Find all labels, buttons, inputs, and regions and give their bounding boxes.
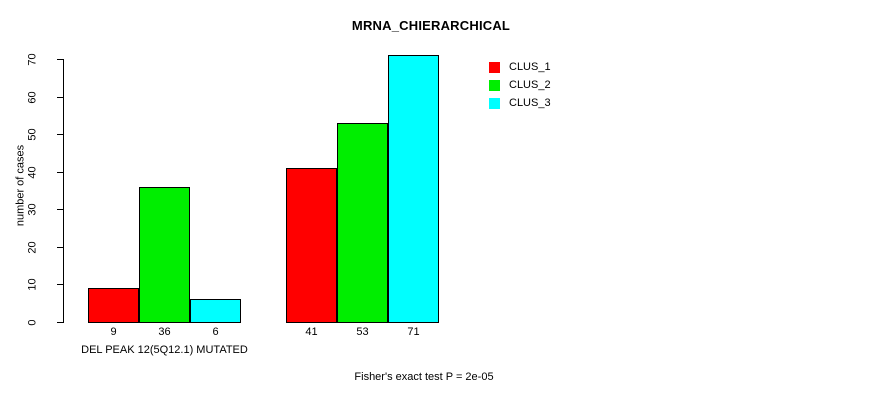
legend-swatch-icon	[489, 61, 500, 73]
y-tick-mark	[57, 322, 63, 323]
y-axis-title: number of cases	[14, 144, 27, 227]
y-tick-label: 60	[26, 90, 39, 104]
legend: CLUS_1 CLUS_2 CLUS_3	[489, 58, 551, 112]
bar-value-label: 71	[407, 326, 420, 338]
y-tick-label: 40	[26, 166, 39, 179]
y-tick-mark	[57, 209, 63, 211]
y-tick-label: 30	[26, 203, 39, 216]
y-axis-line	[63, 59, 64, 323]
y-tick-mark	[57, 171, 63, 173]
y-tick-mark	[57, 246, 63, 248]
bar	[190, 299, 241, 323]
bar-value-label: 6	[212, 326, 219, 338]
y-tick-mark	[57, 284, 63, 286]
legend-swatch-icon	[489, 79, 500, 91]
bar	[388, 55, 439, 323]
bar	[139, 186, 190, 323]
bar	[337, 122, 388, 323]
chart-title-text: MRNA_CHIERARCHICAL	[351, 18, 511, 33]
legend-label: CLUS_2	[509, 78, 551, 91]
legend-item: CLUS_2	[489, 76, 551, 94]
y-tick-label: 20	[26, 241, 39, 254]
legend-label: CLUS_1	[509, 60, 551, 73]
y-tick-label: 10	[26, 278, 39, 292]
group-label: DEL PEAK 12(5Q12.1) MUTATED	[81, 344, 248, 356]
footer-annotation-text: Fisher's exact test P = 2e-05	[354, 371, 494, 383]
bar-value-label: 9	[110, 326, 117, 338]
bar-value-label: 53	[356, 326, 369, 338]
legend-swatch-icon	[489, 97, 500, 109]
legend-item: CLUS_1	[489, 58, 551, 76]
y-tick-mark	[57, 96, 63, 98]
y-tick-label: 70	[26, 53, 39, 66]
y-tick-label: 50	[26, 128, 39, 141]
chart-title: MRNA_CHIERARCHICAL	[0, 18, 890, 33]
bar-value-label: 36	[158, 326, 171, 338]
bar-value-label: 41	[305, 326, 318, 338]
y-tick-mark	[57, 134, 63, 136]
legend-label: CLUS_3	[509, 96, 551, 109]
y-tick-mark	[57, 59, 63, 60]
bar	[88, 288, 139, 323]
bar	[286, 167, 337, 323]
y-tick-label: 0	[26, 319, 39, 326]
footer-annotation: Fisher's exact test P = 2e-05	[0, 371, 890, 383]
legend-item: CLUS_3	[489, 94, 551, 112]
